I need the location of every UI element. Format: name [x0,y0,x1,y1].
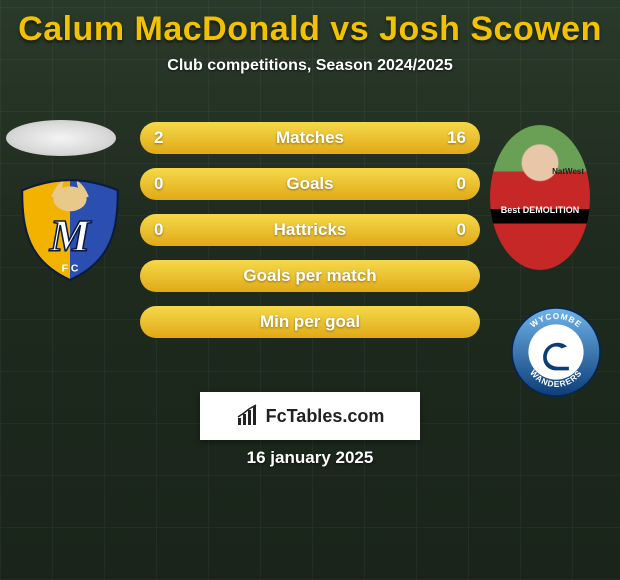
stat-label: Hattricks [140,220,480,240]
stat-row: 2Matches16 [140,122,480,154]
brand-box: FcTables.com [200,392,420,440]
stat-row: Goals per match [140,260,480,292]
stat-value-right: 0 [457,174,466,194]
stat-row: 0Goals0 [140,168,480,200]
fctables-logo-icon [236,404,260,428]
mansfield-badge-icon: M F C [18,178,122,282]
comparison-infographic: Calum MacDonald vs Josh Scowen Club comp… [0,0,620,580]
stat-row: Min per goal [140,306,480,338]
stat-value-left: 2 [154,128,163,148]
stat-label: Goals per match [140,266,480,286]
stat-label: Goals [140,174,480,194]
player-left-avatar-placeholder [6,120,116,156]
player-right-avatar: NatWest Best DEMOLITION [490,125,590,270]
club-badge-left: M F C [18,178,122,282]
stat-row: 0Hattricks0 [140,214,480,246]
svg-text:M: M [49,210,92,261]
stat-value-right: 0 [457,220,466,240]
shirt-sponsor-main: Best DEMOLITION [490,205,590,215]
page-subtitle: Club competitions, Season 2024/2025 [0,57,620,75]
shirt-sponsor-small: NatWest [552,167,584,176]
stat-label: Matches [140,128,480,148]
footer-date: 16 january 2025 [0,448,620,468]
stat-value-left: 0 [154,220,163,240]
stat-value-left: 0 [154,174,163,194]
stats-bars: 2Matches160Goals00Hattricks0Goals per ma… [140,122,480,338]
brand-text: FcTables.com [266,406,385,427]
wycombe-badge-icon: WYCOMBE WANDERERS [510,306,602,398]
player-right-photo-sim: NatWest Best DEMOLITION [490,125,590,270]
svg-text:F C: F C [62,264,79,275]
club-badge-right: WYCOMBE WANDERERS [510,306,602,398]
page-title: Calum MacDonald vs Josh Scowen [0,0,620,49]
stat-label: Min per goal [140,312,480,332]
stat-value-right: 16 [447,128,466,148]
